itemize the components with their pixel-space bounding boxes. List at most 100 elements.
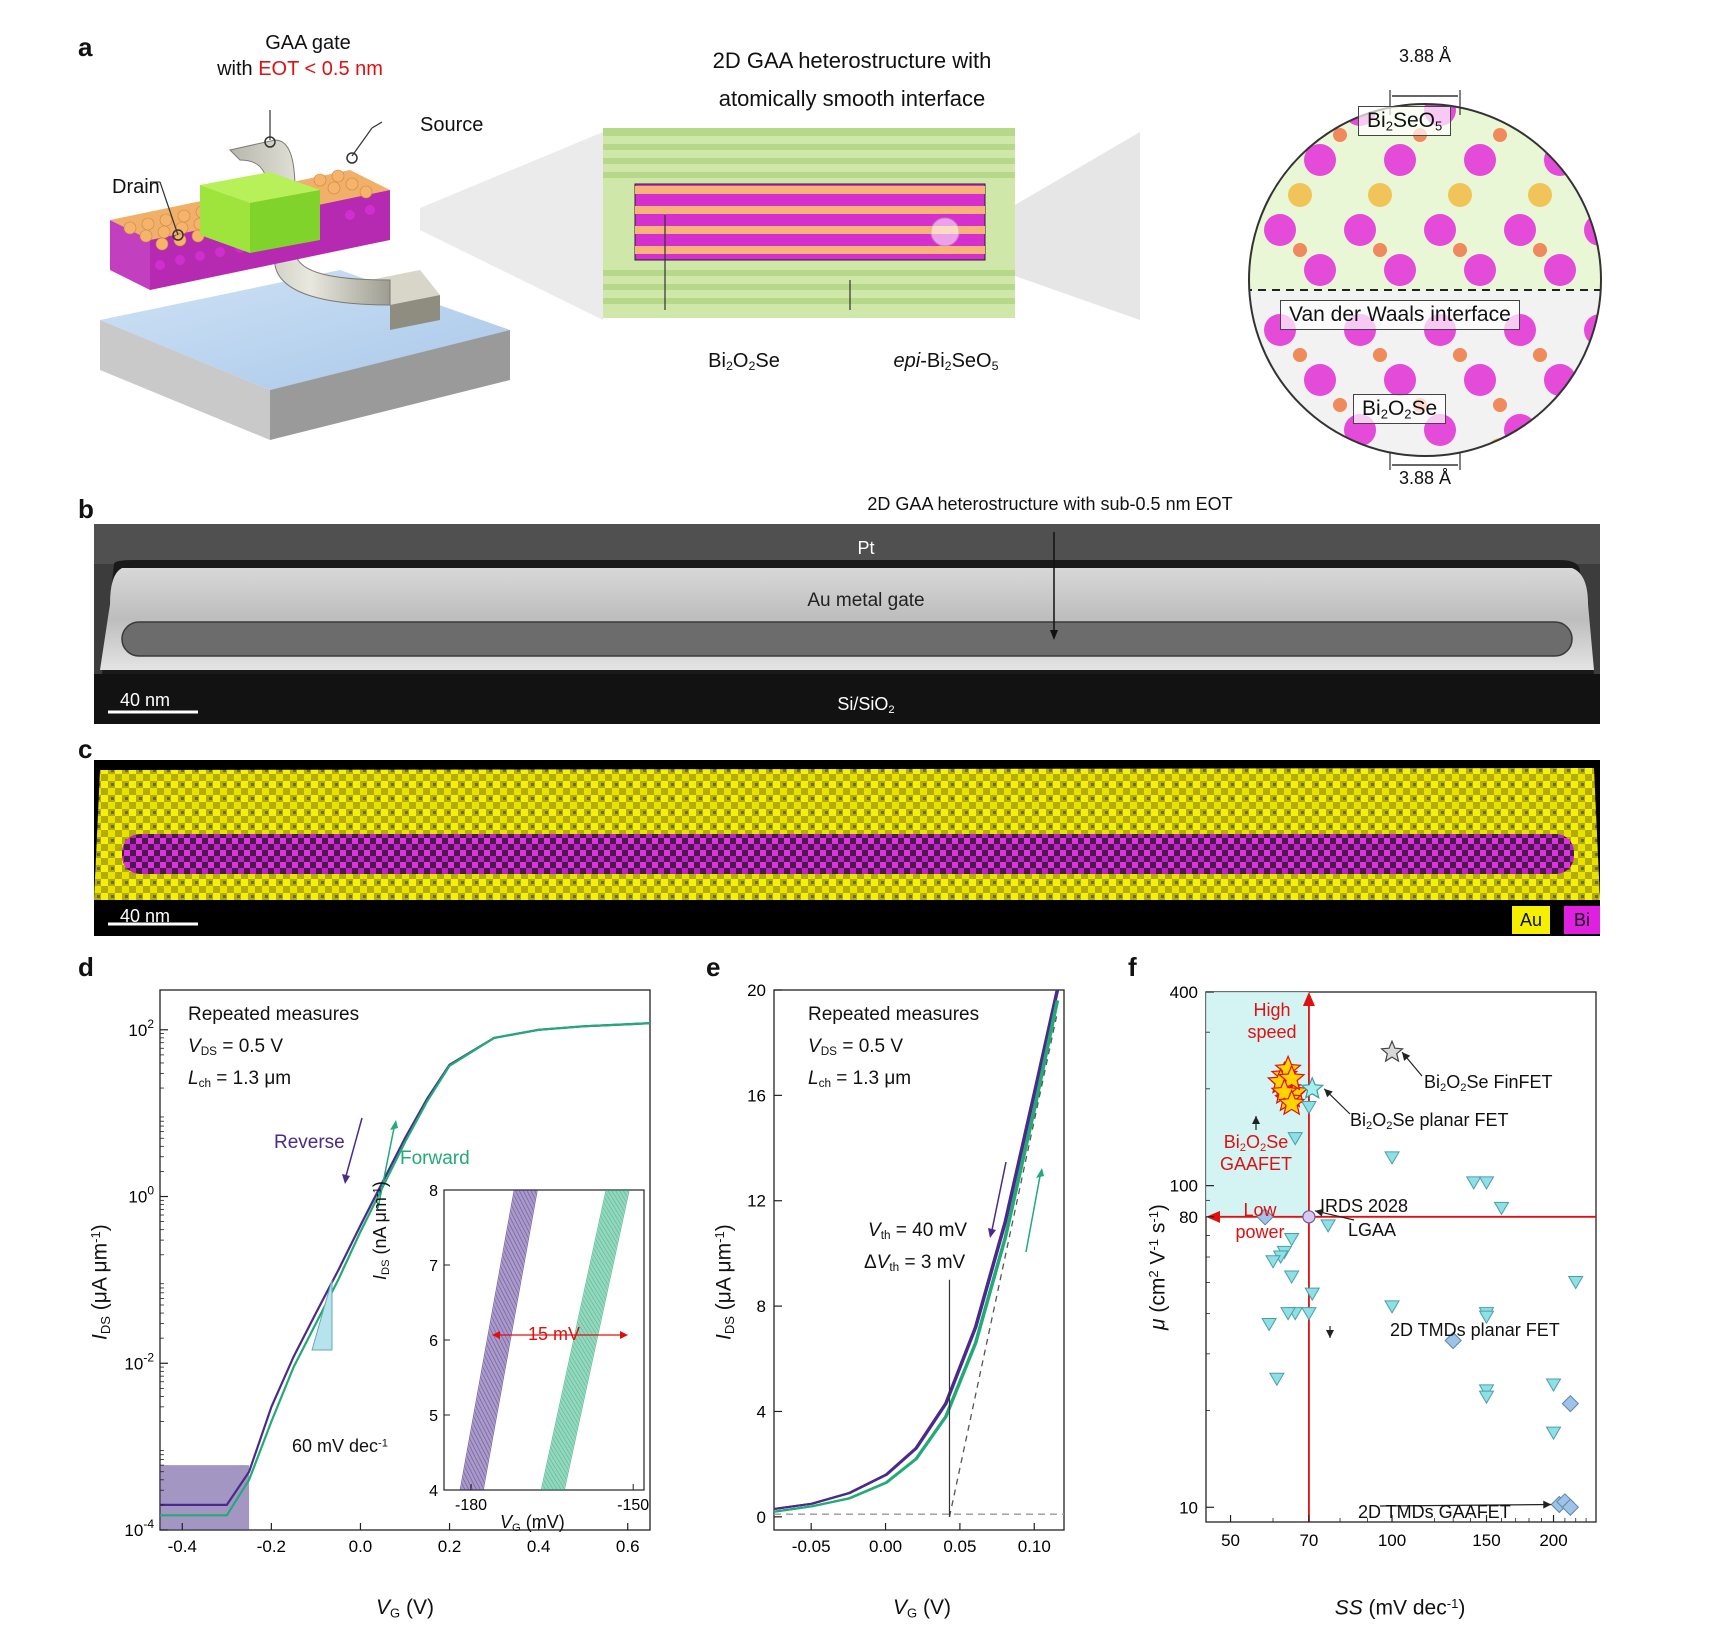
f-xlabel: SS (mV dec-1) — [1334, 1596, 1466, 1620]
inset-xtick: -180 — [455, 1497, 487, 1514]
marker-tmd-planar — [1283, 1233, 1300, 1247]
marker-tmd-planar — [1265, 1255, 1281, 1269]
d-xtick: 0.2 — [438, 1537, 462, 1556]
inset-ylabel: IDS (nA μm-1) — [370, 1181, 392, 1280]
gate-label-line2: with EOT < 0.5 nm — [217, 58, 383, 80]
inset-xlabel: VG (mV) — [500, 1512, 565, 1534]
center-title-line2: atomically smooth interface — [718, 86, 986, 111]
tmd-gaafet-pointer — [1379, 1503, 1552, 1507]
d-xtick: 0.4 — [527, 1537, 551, 1556]
d-xtick: 0.6 — [616, 1537, 640, 1556]
marker-planar-star — [1300, 1076, 1325, 1099]
reverse-label: Reverse — [274, 1132, 345, 1153]
source-label: Source — [420, 114, 484, 136]
device-illustration — [100, 110, 510, 440]
high-speed-line2: speed — [1247, 1022, 1297, 1042]
f-xtick: 70 — [1299, 1531, 1318, 1550]
vth-label: Vth = 40 mV — [868, 1220, 968, 1242]
f-ytick: 400 — [1170, 983, 1198, 1002]
slope-triangle — [311, 1279, 333, 1351]
d-annotation-lch: Lch = 1.3 μm — [188, 1068, 292, 1090]
e-reverse-arrow — [991, 1161, 1007, 1231]
marker-tmd-planar — [1384, 1300, 1400, 1314]
oxide-shell — [200, 172, 320, 203]
marker-tmd-planar — [1280, 1307, 1296, 1321]
series-reverse — [775, 989, 1060, 1510]
d-ylabel: IDS (μA μm-1) — [88, 1224, 113, 1340]
gate-label-line1: GAA gate — [265, 32, 351, 54]
marker-finfet-star — [1380, 1039, 1405, 1063]
f-xtick: 200 — [1539, 1531, 1567, 1550]
dvth-label: ΔVth = 3 mV — [864, 1252, 966, 1274]
d-annotation-vds: VDS = 0.5 V — [188, 1036, 284, 1058]
legend-bi: Bi — [1564, 906, 1600, 934]
e-xtick: 0.00 — [869, 1537, 902, 1556]
panel-label-a: a — [78, 32, 93, 62]
e-xlabel: VG (V) — [893, 1596, 951, 1621]
f-ytick: 10 — [1179, 1498, 1198, 1517]
inset-ytick: 4 — [429, 1483, 438, 1500]
f-ytick: 100 — [1170, 1177, 1198, 1196]
pt-label: Pt — [857, 538, 875, 558]
center-title-line1: 2D GAA heterostructure with — [712, 48, 992, 73]
tangent-line — [948, 1016, 1058, 1517]
gaafet-label-line2: GAAFET — [1219, 1154, 1293, 1174]
marker-tmd-planar — [1287, 1132, 1304, 1146]
d-annotation-title: Repeated measures — [188, 1004, 360, 1025]
noise-band — [160, 1465, 250, 1530]
e-xtick: -0.05 — [792, 1537, 831, 1556]
marker-tmd-planar — [1304, 1287, 1321, 1302]
inset-ytick: 6 — [429, 1333, 438, 1350]
e-xtick: 0.05 — [943, 1537, 976, 1556]
marker-tmd-planar — [1478, 1310, 1495, 1325]
panel-label-f: f — [1128, 952, 1137, 982]
e-ylabel: IDS (μA μm-1) — [712, 1224, 737, 1340]
e-annotation-lch: Lch = 1.3 μm — [808, 1068, 912, 1090]
marker-tmd-gaafet — [1444, 1331, 1462, 1350]
inset-gap-label: 15 mV — [528, 1324, 581, 1344]
marker-tmd-planar — [1384, 1151, 1400, 1165]
slope-label: 60 mV dec-1 — [292, 1436, 388, 1456]
marker-tmd-planar — [1320, 1219, 1336, 1233]
scale-bar-b-label: 40 nm — [120, 690, 171, 710]
marker-tmd-planar — [1465, 1176, 1482, 1190]
f-ylabel: μ (cm2 V-1 s-1) — [1146, 1204, 1170, 1330]
high-speed-line1: High — [1253, 1000, 1291, 1020]
gaa-channel-image — [121, 621, 1573, 657]
low-power-line1: Low — [1243, 1200, 1277, 1220]
marker-tmd-planar — [1301, 1100, 1317, 1115]
e-ytick: 12 — [747, 1192, 766, 1211]
marker-tmd-gaafet — [1561, 1394, 1580, 1413]
lattice-top-label: 3.88 Å — [1398, 46, 1452, 66]
d-xlabel: VG (V) — [376, 1596, 434, 1621]
e-ytick: 0 — [757, 1508, 766, 1527]
marker-tmd-gaafet — [1256, 1208, 1274, 1226]
panel-label-e: e — [706, 952, 721, 982]
irds-line1: IRDS 2028 — [1320, 1196, 1409, 1216]
tmd-planar-label: 2D TMDs planar FET — [1390, 1320, 1560, 1340]
panel-label-b: b — [78, 494, 94, 524]
marker-tmd-planar — [1545, 1378, 1562, 1392]
channel-label: Bi2O2Se — [708, 350, 780, 374]
f-xtick: 150 — [1472, 1531, 1500, 1550]
f-xtick: 100 — [1378, 1531, 1406, 1550]
panel-label-d: d — [78, 952, 94, 982]
marker-tmd-planar — [1283, 1270, 1300, 1284]
panel-b-title: 2D GAA heterostructure with sub-0.5 nm E… — [867, 494, 1233, 514]
heterostructure-view — [420, 128, 1140, 320]
forward-arrow — [377, 1127, 395, 1209]
e-ytick: 20 — [747, 981, 766, 1000]
au-gate-label: Au metal gate — [807, 590, 925, 611]
inset-xtick: -150 — [617, 1497, 649, 1514]
d-xtick: -0.2 — [257, 1537, 286, 1556]
substrate-label: Si/SiO2 — [837, 694, 895, 716]
marker-tmd-planar — [1567, 1275, 1584, 1290]
marker-tmd-planar — [1261, 1318, 1277, 1332]
gaafet-label-line1: Bi2O2Se — [1223, 1132, 1289, 1154]
series-forward — [775, 1000, 1060, 1513]
drain-label: Drain — [112, 176, 160, 198]
e-forward-arrow — [1025, 1175, 1041, 1253]
inset-ytick: 8 — [429, 1183, 438, 1200]
marker-irds — [1302, 1210, 1316, 1224]
